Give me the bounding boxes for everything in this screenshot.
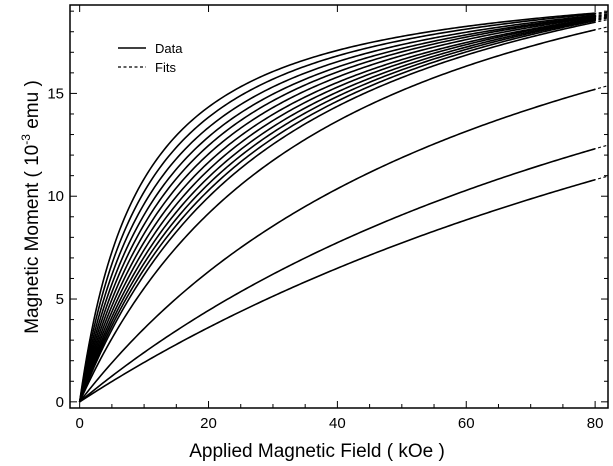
fit-curve-tail — [582, 17, 609, 24]
legend-data-label: Data — [155, 41, 183, 56]
curves-layer — [78, 11, 609, 403]
plot-frame — [69, 4, 609, 409]
data-curve — [78, 12, 596, 402]
data-curve — [78, 13, 596, 402]
x-tick-label: 20 — [200, 415, 217, 432]
data-curve — [78, 29, 596, 403]
fit-curve-tail — [582, 144, 609, 154]
data-curve — [78, 15, 596, 403]
fit-curve-tail — [582, 85, 609, 94]
y-axis-title-suffix: emu ) — [22, 80, 43, 134]
legend: Data Fits — [118, 41, 183, 75]
data-curve — [78, 15, 596, 402]
y-axis-title-prefix: Magnetic Moment ( 10 — [22, 145, 43, 334]
fit-curve-tail — [582, 19, 609, 26]
fit-curve-tail — [582, 12, 609, 16]
data-curve — [78, 19, 596, 403]
x-tick-label: 60 — [458, 415, 475, 432]
fit-curve-tail — [582, 15, 609, 20]
data-curve — [78, 16, 596, 403]
x-tick-label: 0 — [75, 415, 83, 432]
ticks-layer: 0 20 40 60 80 0 5 10 15 — [47, 5, 608, 432]
data-curve — [78, 14, 596, 402]
fit-curve-tail — [582, 11, 609, 15]
data-curve — [78, 17, 596, 403]
y-tick-label: 5 — [56, 291, 64, 308]
x-tick-label: 80 — [587, 415, 604, 432]
y-axis-title-exponent: -3 — [19, 134, 33, 145]
data-curve — [78, 19, 596, 403]
data-curve — [78, 21, 596, 403]
fit-curve-tail — [582, 13, 609, 18]
fit-curve-tail — [582, 26, 609, 34]
data-curve — [78, 17, 596, 403]
fit-curve-tail — [582, 16, 609, 23]
data-curve — [78, 18, 596, 403]
y-tick-label: 15 — [47, 85, 64, 102]
y-tick-label: 0 — [56, 394, 64, 411]
fit-curve-tail — [582, 175, 609, 184]
data-curve — [79, 148, 596, 403]
x-axis-title: Applied Magnetic Field ( kOe ) — [189, 441, 445, 462]
data-curve — [79, 88, 596, 403]
y-tick-label: 10 — [47, 188, 64, 205]
fit-curve-tail — [582, 14, 609, 19]
y-axis-title: Magnetic Moment ( 10-3 emu ) — [19, 80, 43, 334]
data-curve — [79, 178, 596, 403]
fit-curve-tail — [582, 16, 609, 22]
x-tick-label: 40 — [329, 415, 346, 432]
legend-fits-label: Fits — [155, 60, 176, 75]
